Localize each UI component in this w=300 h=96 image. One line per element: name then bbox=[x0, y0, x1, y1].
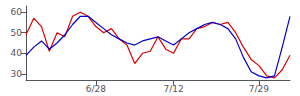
svg-text:30: 30 bbox=[11, 69, 23, 79]
svg-text:7/29: 7/29 bbox=[249, 84, 269, 94]
svg-text:60: 60 bbox=[11, 7, 23, 17]
svg-text:50: 50 bbox=[11, 28, 23, 38]
svg-text:7/12: 7/12 bbox=[163, 84, 183, 94]
svg-text:6/28: 6/28 bbox=[86, 84, 106, 94]
svg-text:40: 40 bbox=[11, 48, 23, 58]
